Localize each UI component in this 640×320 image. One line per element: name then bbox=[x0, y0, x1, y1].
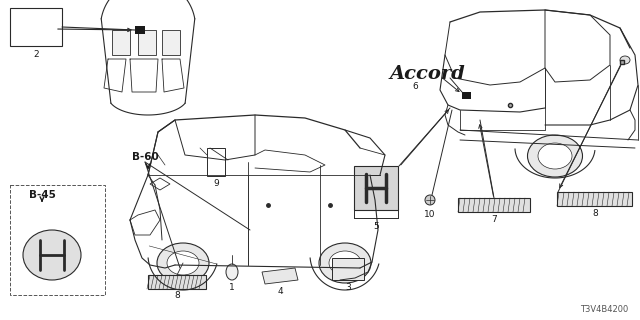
Ellipse shape bbox=[527, 135, 582, 177]
Ellipse shape bbox=[319, 243, 371, 283]
Text: Accord: Accord bbox=[390, 65, 466, 83]
Text: T3V4B4200: T3V4B4200 bbox=[580, 305, 628, 314]
Ellipse shape bbox=[157, 243, 209, 283]
Polygon shape bbox=[150, 178, 170, 190]
Text: 10: 10 bbox=[424, 210, 436, 219]
Polygon shape bbox=[262, 268, 298, 284]
Text: 9: 9 bbox=[213, 179, 219, 188]
Bar bbox=[354, 166, 398, 210]
Ellipse shape bbox=[329, 251, 361, 275]
Bar bbox=[207, 148, 225, 176]
Text: 8: 8 bbox=[592, 209, 598, 218]
Text: 8: 8 bbox=[174, 291, 180, 300]
Text: 5: 5 bbox=[373, 222, 379, 231]
Bar bbox=[462, 92, 471, 99]
Text: 4: 4 bbox=[277, 287, 283, 296]
Bar bbox=[148, 275, 206, 289]
Ellipse shape bbox=[620, 56, 630, 64]
Text: 1: 1 bbox=[229, 283, 235, 292]
Text: B-45: B-45 bbox=[29, 190, 56, 200]
Ellipse shape bbox=[23, 230, 81, 280]
Text: 3: 3 bbox=[345, 283, 351, 292]
Bar bbox=[458, 198, 530, 212]
Bar bbox=[162, 30, 180, 55]
Bar bbox=[135, 26, 145, 34]
Text: 2: 2 bbox=[33, 50, 39, 59]
Bar bbox=[332, 258, 364, 280]
Ellipse shape bbox=[538, 143, 572, 169]
Bar bbox=[138, 30, 156, 55]
Bar bbox=[557, 192, 632, 206]
Ellipse shape bbox=[167, 251, 199, 275]
Text: B-60: B-60 bbox=[132, 152, 158, 162]
Bar bbox=[10, 8, 62, 46]
Text: 7: 7 bbox=[491, 215, 497, 224]
Ellipse shape bbox=[425, 195, 435, 205]
Ellipse shape bbox=[226, 264, 238, 280]
Bar bbox=[10, 185, 105, 295]
Text: 6: 6 bbox=[412, 82, 418, 91]
Bar bbox=[112, 30, 130, 55]
